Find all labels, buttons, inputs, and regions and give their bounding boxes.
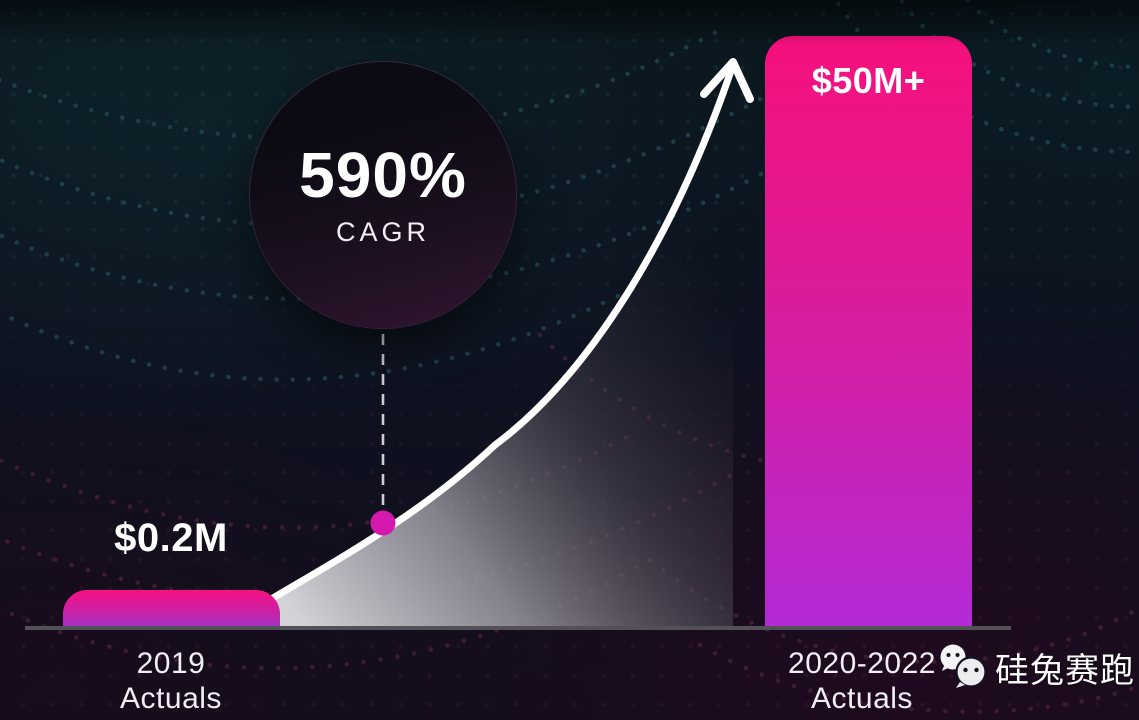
cagr-caption: CAGR	[335, 217, 430, 248]
x-label-2020-2022-line2: Actuals	[811, 682, 913, 715]
growth-curve	[264, 61, 737, 605]
cagr-badge: 590% CAGR	[250, 62, 516, 328]
watermark: 硅兔赛跑	[933, 640, 1135, 694]
curve-area-fill	[268, 65, 733, 627]
watermark-brand-text: 硅兔赛跑	[995, 651, 1135, 690]
bar-value-label-right: $50M+	[811, 60, 926, 101]
x-label-2020-2022: 2020-2022 Actuals	[732, 646, 992, 716]
x-axis-line	[25, 626, 1011, 630]
curve-point-marker	[370, 510, 396, 536]
x-label-2019-line1: 2019	[136, 647, 206, 680]
bar-2019	[63, 590, 280, 630]
x-label-2019: 2019 Actuals	[41, 646, 301, 716]
wechat-icon	[940, 644, 987, 688]
cagr-value: 590%	[299, 138, 467, 211]
bar-value-label-left: $0.2M	[114, 516, 228, 560]
x-label-2020-2022-line1: 2020-2022	[788, 647, 936, 680]
bar-2020-2022: $50M+	[765, 36, 972, 628]
x-label-2019-line2: Actuals	[120, 682, 222, 715]
curve-arrow-icon	[700, 58, 754, 103]
